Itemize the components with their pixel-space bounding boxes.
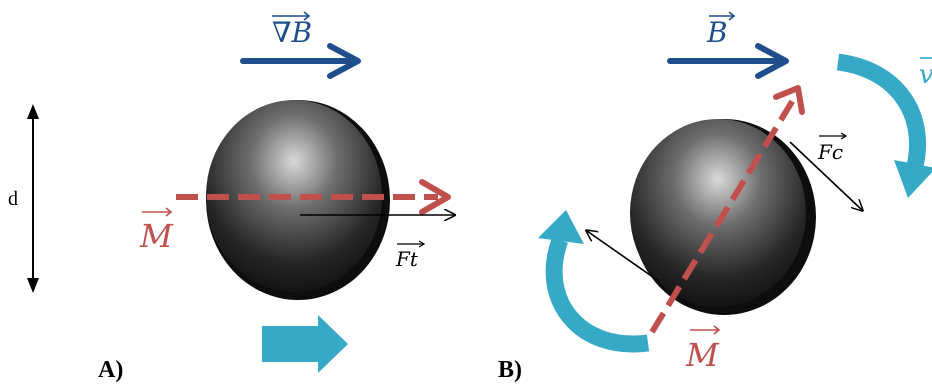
- svg-text:∇B: ∇B: [272, 16, 312, 49]
- distance-arrow: [27, 104, 39, 293]
- force-label-ft: Ft: [395, 240, 426, 271]
- rotation-arrow-top: [836, 53, 932, 198]
- svg-text:M: M: [685, 336, 720, 374]
- b-field-arrow: [667, 43, 789, 79]
- moment-label-a: M: [139, 207, 174, 255]
- translation-arrow: [262, 315, 348, 373]
- panel-b: B v Fc: [498, 11, 932, 383]
- svg-text:Ft: Ft: [395, 247, 419, 271]
- gradient-b-label: ∇B: [272, 11, 312, 49]
- panel-b-caption: B): [498, 357, 522, 383]
- force-arrow-fc-right: [789, 141, 862, 210]
- force-label-fc: Fc: [817, 132, 848, 164]
- svg-text:Fc: Fc: [817, 140, 843, 164]
- rotation-arrow-bottom: [538, 210, 650, 353]
- svg-text:B: B: [706, 16, 728, 49]
- moment-arrow-a: [176, 179, 451, 215]
- rotation-label-partial: v: [919, 57, 932, 90]
- gradient-b-arrow: [240, 43, 361, 79]
- panel-a: d ∇B M Ft: [8, 11, 454, 383]
- sphere-a: [206, 100, 390, 300]
- force-arrow-fc-left: [587, 231, 661, 283]
- panel-a-caption: A): [98, 357, 123, 383]
- moment-label-b: M: [685, 325, 721, 374]
- svg-text:M: M: [139, 217, 174, 255]
- distance-label: d: [8, 188, 18, 210]
- b-field-label: B: [706, 11, 736, 49]
- svg-text:v: v: [919, 60, 932, 90]
- moment-arrow-b: [649, 85, 805, 334]
